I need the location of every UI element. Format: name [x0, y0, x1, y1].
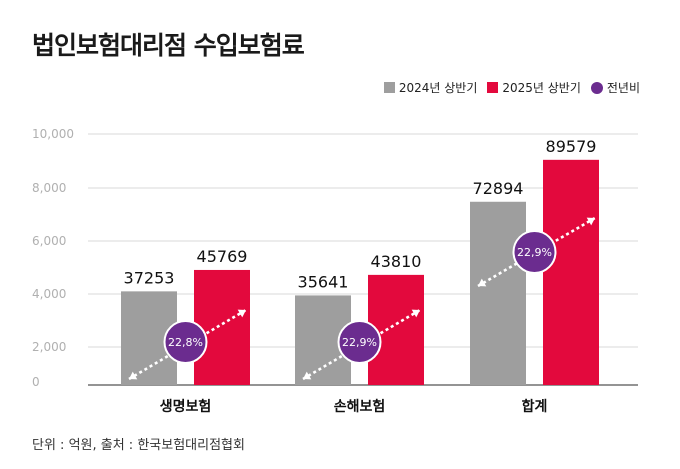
growth-arrow-head-start: [478, 278, 487, 287]
legend-swatch-growth: [590, 81, 603, 94]
y-axis-ticks: 0 2,000 4,000 6,000 8,000 10,000: [32, 127, 74, 389]
bars: [121, 159, 599, 385]
growth-arrow-head-start: [303, 371, 312, 380]
growth-badge: [337, 320, 382, 364]
x-category-label: 합계: [522, 398, 548, 415]
growth-arrow-head-end: [586, 217, 595, 226]
growth-label: 22,8%: [168, 336, 203, 349]
value-labels: 37253 45769 35641 43810 72894 89579: [124, 137, 597, 292]
y-tick-label: 0: [32, 375, 40, 389]
legend-swatch-2024: [383, 82, 395, 93]
bar-2024: [470, 201, 526, 385]
bar-2025: [543, 159, 599, 385]
growth-label: 22,9%: [342, 336, 377, 349]
value-label: 35641: [298, 272, 349, 291]
legend-swatch-2025: [487, 82, 499, 93]
y-tick-label: 4,000: [32, 287, 66, 301]
legend-item-2025: 2025년 상반기: [487, 79, 581, 96]
legend-item-2024: 2024년 상반기: [383, 79, 478, 96]
growth-arrow-head-end: [237, 309, 246, 318]
y-tick-label: 2,000: [32, 340, 66, 354]
value-label: 43810: [371, 252, 422, 271]
growth-badge: [512, 230, 557, 274]
growth-badge: [163, 320, 208, 364]
x-category-label: 생명보험: [160, 398, 212, 415]
x-category-label: 손해보험: [334, 398, 386, 415]
source-footnote: 단위 : 억원, 출처 : 한국보험대리점협회: [32, 438, 245, 453]
growth-arrow-head-start: [129, 371, 138, 380]
x-axis-labels: 생명보험 손해보험 합계: [160, 398, 548, 415]
value-label: 89579: [546, 137, 597, 156]
chart-legend: 2024년 상반기 2025년 상반기 전년비: [383, 79, 640, 96]
legend-item-growth: 전년비: [590, 79, 640, 96]
y-tick-label: 8,000: [32, 181, 66, 195]
legend-label-2024: 2024년 상반기: [398, 81, 478, 95]
chart-title: 법인보험대리점 수입보험료: [32, 31, 305, 60]
y-tick-label: 6,000: [32, 234, 66, 248]
bar-chart: 0 2,000 4,000 6,000 8,000 10,000 37253 45769 35…: [32, 127, 638, 415]
y-tick-label: 10,000: [32, 127, 74, 141]
value-label: 37253: [124, 268, 175, 287]
value-label: 45769: [197, 247, 248, 266]
bar-2025: [194, 269, 250, 385]
legend-label-growth: 전년비: [606, 81, 640, 95]
growth-arrow-head-end: [411, 309, 420, 318]
value-label: 72894: [473, 179, 524, 198]
growth-arrows: 22,8% 22,9% 22,9%: [128, 216, 596, 381]
growth-label: 22,9%: [517, 246, 552, 259]
legend-label-2025: 2025년 상반기: [502, 81, 581, 95]
